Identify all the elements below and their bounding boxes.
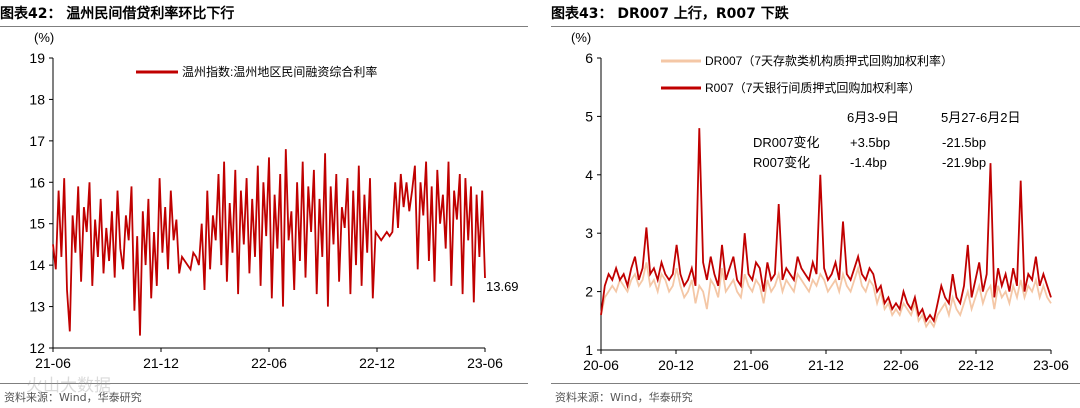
- r007-series-line: [600, 128, 1052, 324]
- right-title-rule: [551, 26, 1080, 27]
- right-x-tick-label: 22-06: [883, 357, 919, 373]
- left-x-tick-label: 23-06: [467, 355, 503, 371]
- left-footer-rule: [0, 383, 528, 384]
- annotation-dr007-week1: +3.5bp: [850, 135, 890, 150]
- left-panel: 图表42： 温州民间借贷利率环比下行 (%) 12 13 14 15 16 17 18 19 …: [0, 0, 528, 408]
- dr007-legend-label: DR007（7天存款类机构质押式回购加权利率）: [705, 53, 953, 68]
- left-source: 资料来源：Wind，华泰研究: [4, 391, 142, 404]
- right-figure-title: 图表43： DR007 上行，R007 下跌: [551, 6, 789, 22]
- right-footer-rule: [551, 383, 1080, 384]
- r007-legend-label: R007（7天银行间质押式回购加权利率）: [705, 80, 920, 95]
- right-y-tick-label: 6: [585, 50, 593, 66]
- left-chart: (%) 12 13 14 15 16 17 18 19 21-06 21-12 22-06 22-1…: [29, 30, 519, 371]
- left-y-tick-label: 14: [29, 257, 45, 273]
- annotation-header-week2: 5月27-6月2日: [941, 110, 1020, 125]
- right-x-tick-label: 23-06: [1033, 357, 1069, 373]
- left-x-tick-label: 21-06: [35, 355, 71, 371]
- left-y-tick-label: 12: [29, 340, 45, 356]
- annotation-r007-week2: -21.9bp: [942, 155, 986, 170]
- right-source: 资料来源：Wind，华泰研究: [555, 391, 693, 404]
- left-last-value-label: 13.69: [486, 279, 519, 294]
- left-y-axis-label: (%): [34, 30, 54, 45]
- right-x-tick-label: 21-06: [733, 357, 769, 373]
- annotation-r007-label: R007变化: [753, 155, 810, 170]
- right-x-tick-label: 22-12: [958, 357, 994, 373]
- left-figure-title: 图表42： 温州民间借贷利率环比下行: [0, 6, 235, 22]
- dr007-series-line: [600, 262, 1052, 329]
- left-series-line: [52, 149, 486, 336]
- right-panel: 图表43： DR007 上行，R007 下跌 (%) 1 2 3 4 5 6 20-06 2…: [551, 0, 1080, 408]
- annotation-r007-week1: -1.4bp: [850, 155, 887, 170]
- annotation-dr007-week2: -21.5bp: [942, 135, 986, 150]
- right-x-tick-label: 20-06: [583, 357, 619, 373]
- left-y-tick-label: 15: [29, 216, 45, 232]
- left-y-tick-label: 17: [29, 133, 45, 149]
- right-chart: (%) 1 2 3 4 5 6 20-06 20-12 21-06 21-12 22-06 22-1…: [571, 30, 1069, 373]
- right-x-tick-label: 21-12: [808, 357, 844, 373]
- left-watermark: 火山大数据: [26, 376, 111, 396]
- left-y-tick-label: 18: [29, 91, 45, 107]
- left-y-tick-label: 13: [29, 299, 45, 315]
- left-y-tick-label: 16: [29, 174, 45, 190]
- annotation-header-week1: 6月3-9日: [847, 110, 899, 125]
- right-y-tick-label: 1: [585, 342, 593, 358]
- left-y-tick-label: 19: [29, 50, 45, 66]
- left-x-tick-label: 21-12: [143, 355, 179, 371]
- left-legend-label: 温州指数:温州地区民间融资综合利率: [182, 64, 377, 79]
- left-x-tick-label: 22-12: [359, 355, 395, 371]
- right-y-axis-label: (%): [571, 30, 591, 45]
- right-x-tick-label: 20-12: [658, 357, 694, 373]
- right-y-tick-label: 5: [585, 108, 593, 124]
- right-y-tick-label: 3: [585, 225, 593, 241]
- left-x-tick-label: 22-06: [251, 355, 287, 371]
- right-y-tick-label: 2: [585, 284, 593, 300]
- right-y-tick-label: 4: [585, 167, 593, 183]
- left-legend: 温州指数:温州地区民间融资综合利率: [136, 64, 377, 79]
- change-annotation-table: 6月3-9日 5月27-6月2日 DR007变化 +3.5bp -21.5bp …: [753, 110, 1020, 170]
- annotation-dr007-label: DR007变化: [753, 135, 819, 150]
- right-legend: DR007（7天存款类机构质押式回购加权利率） R007（7天银行间质押式回购加…: [661, 53, 953, 95]
- left-title-rule: [0, 26, 528, 27]
